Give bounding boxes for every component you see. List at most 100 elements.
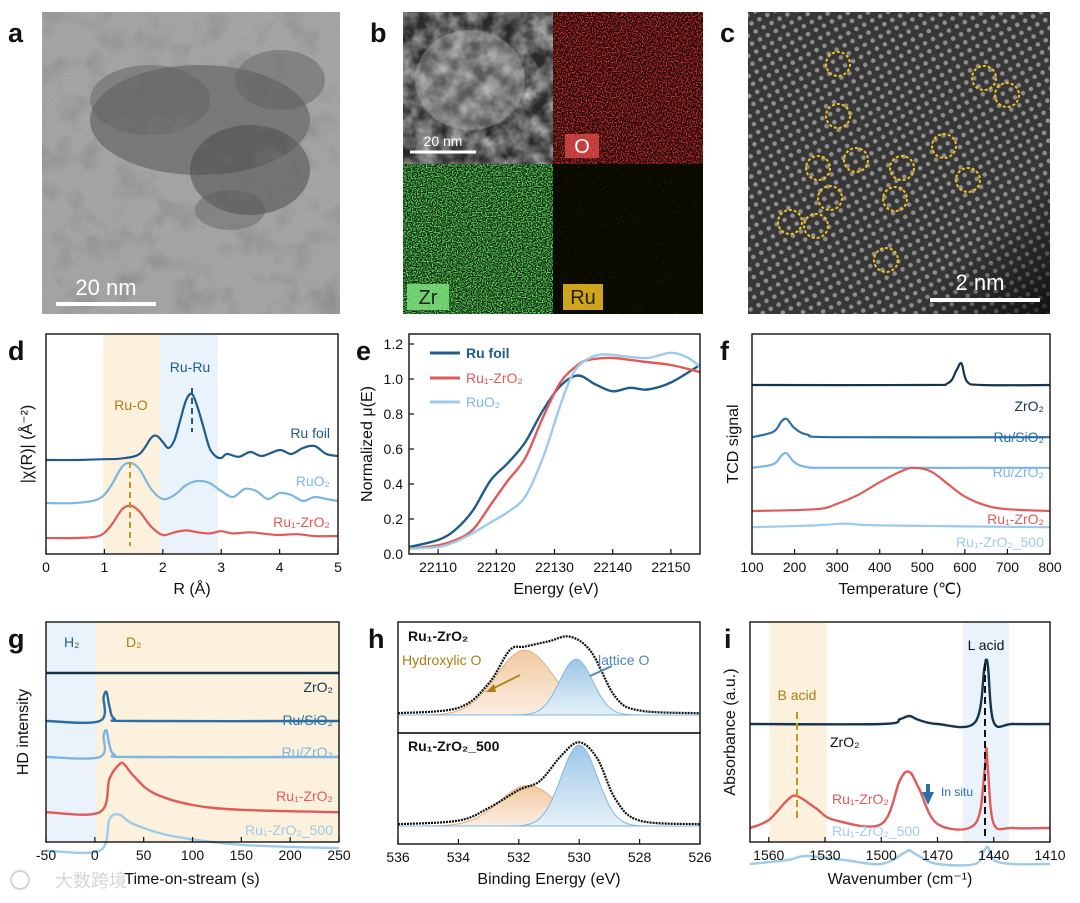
i-tick-label: 1500 <box>866 847 897 863</box>
g-label-ru1zro2: Ru₁-ZrO₂ <box>276 788 333 804</box>
d-tick-label: 1 <box>101 559 109 575</box>
f-series-4 <box>751 522 1051 529</box>
i-label-ru1zro2-500: Ru₁-ZrO₂_500 <box>832 823 920 839</box>
e-tick-label: 22150 <box>651 559 690 575</box>
f-series-2 <box>751 451 1051 469</box>
i-series-2 <box>749 845 1051 867</box>
panel-h: 536 534 532 530 528 526 Ru₁-ZrO₂ Ru₁-ZrO₂_500… <box>386 621 712 888</box>
panel-g: -50 0 50 100 150 200 250 H₂ D₂ ZrO₂ Ru/SiO₂ Ru… <box>15 621 351 888</box>
d-curves <box>45 392 339 540</box>
panel-letter-d: d <box>8 336 25 366</box>
f-series-0 <box>751 361 1051 387</box>
d-xticks: 0 1 2 3 4 5 <box>42 549 342 575</box>
g-xticks: -50 0 50 100 150 200 250 <box>36 837 351 863</box>
g-label-rusio2: Ru/SiO₂ <box>282 712 333 728</box>
e-tick-label: 22110 <box>419 559 457 575</box>
e-legend-ruo2: RuO₂ <box>466 394 500 410</box>
h-tick-label: 536 <box>386 849 410 865</box>
f-curves <box>751 361 1051 529</box>
e-ytick-label: 0.8 <box>384 406 404 422</box>
g-tick-label: 200 <box>278 847 302 863</box>
tem-image: 20 nm <box>42 12 340 314</box>
g-ylabel: HD intensity <box>15 689 32 775</box>
panel-letter-h: h <box>368 624 385 654</box>
e-ytick-label: 1.0 <box>384 371 404 387</box>
f-series-1 <box>751 417 1051 439</box>
h-tick-label: 530 <box>568 849 592 865</box>
f-tick-label: 100 <box>740 559 764 575</box>
g-tick-label: -50 <box>36 847 56 863</box>
watermark-text: 大数跨境 <box>55 871 127 892</box>
f-label-zro2: ZrO₂ <box>1014 398 1044 414</box>
f-tick-label: 800 <box>1038 559 1062 575</box>
e-tick-label: 22130 <box>535 559 574 575</box>
panel-i: 1560 1530 1500 1470 1440 1410 B acid L acid Z… <box>722 621 1066 888</box>
panel-letter-i: i <box>724 624 732 654</box>
ruru-label: Ru-Ru <box>170 359 210 375</box>
f-series-3 <box>751 466 1051 513</box>
i-ylabel: Absorbance (a.u.) <box>722 668 739 795</box>
i-xlabel: Wavenumber (cm⁻¹) <box>828 871 973 888</box>
panel-letter-c: c <box>720 18 735 48</box>
e-xlabel: Energy (eV) <box>513 581 598 598</box>
h-tick-label: 534 <box>447 849 471 865</box>
panel-letter-f: f <box>720 336 730 366</box>
g-h2-label: H₂ <box>64 634 80 650</box>
g-label-zro2: ZrO₂ <box>303 679 333 695</box>
g-tick-label: 150 <box>230 847 254 863</box>
in-situ-arrow-icon <box>922 792 934 805</box>
panel-letter-e: e <box>356 336 371 366</box>
d-series-1 <box>45 461 339 505</box>
eds-label-o: O <box>574 136 590 158</box>
d-series-2 <box>45 504 339 540</box>
watermark-logo-icon <box>10 870 30 890</box>
h-tick-label: 532 <box>507 849 531 865</box>
i-curves <box>749 658 1051 867</box>
d-label-ru1zro2: Ru₁-ZrO₂ <box>273 514 330 530</box>
f-label-ru1zro2: Ru₁-ZrO₂ <box>987 511 1044 527</box>
i-xticks: 1560 1530 1500 1470 1440 1410 <box>753 837 1066 863</box>
e-curves <box>408 351 701 550</box>
h-xlabel: Binding Energy (eV) <box>477 871 620 888</box>
i-label-zro2: ZrO₂ <box>830 734 860 750</box>
d-series-0 <box>45 392 339 462</box>
i-insitu-label: In situ <box>941 785 973 799</box>
e-ytick-label: 0.2 <box>384 511 404 527</box>
h-tick-label: 526 <box>688 849 712 865</box>
f-label-ru1zro2-500: Ru₁-ZrO₂_500 <box>956 534 1044 550</box>
haadf-image: 2 nm <box>748 12 1050 314</box>
f-label-ruzro2: Ru/ZrO₂ <box>993 464 1044 480</box>
g-series-4 <box>45 812 340 855</box>
f-tick-label: 300 <box>825 559 849 575</box>
f-tick-label: 600 <box>953 559 977 575</box>
h-top-lattice-peak <box>398 658 700 716</box>
g-tick-label: 50 <box>136 847 152 863</box>
e-tick-label: 22120 <box>477 559 516 575</box>
h-curves <box>397 635 701 827</box>
e-ytick-label: 0.6 <box>384 441 404 457</box>
f-ylabel: TCD signal <box>725 404 742 483</box>
i-tick-label: 1560 <box>753 847 784 863</box>
f-label-rusio2: Ru/SiO₂ <box>993 429 1044 445</box>
panel-letter-a: a <box>8 18 24 48</box>
panel-letter-g: g <box>8 624 25 654</box>
scalebar-a-label: 20 nm <box>75 275 136 300</box>
eds-label-zr: Zr <box>419 287 438 309</box>
scalebar-c-label: 2 nm <box>956 270 1005 295</box>
d-label-rufoil: Ru foil <box>290 425 330 441</box>
ruo-region <box>103 334 160 554</box>
e-ytick-label: 0.0 <box>384 546 404 562</box>
g-curves <box>45 671 340 855</box>
d2-region <box>96 622 339 842</box>
h2-region <box>46 622 96 842</box>
d-tick-label: 3 <box>217 559 225 575</box>
d-tick-label: 2 <box>159 559 167 575</box>
i-b-acid-label: B acid <box>778 687 817 703</box>
e-ytick-label: 1.2 <box>384 336 404 352</box>
i-tick-label: 1440 <box>978 847 1009 863</box>
d-tick-label: 4 <box>276 559 284 575</box>
h-lattice-label: lattice O <box>598 652 649 668</box>
panel-f: 100 200 300 400 500 600 700 800 ZrO₂ Ru/SiO₂ Ru… <box>725 333 1062 598</box>
